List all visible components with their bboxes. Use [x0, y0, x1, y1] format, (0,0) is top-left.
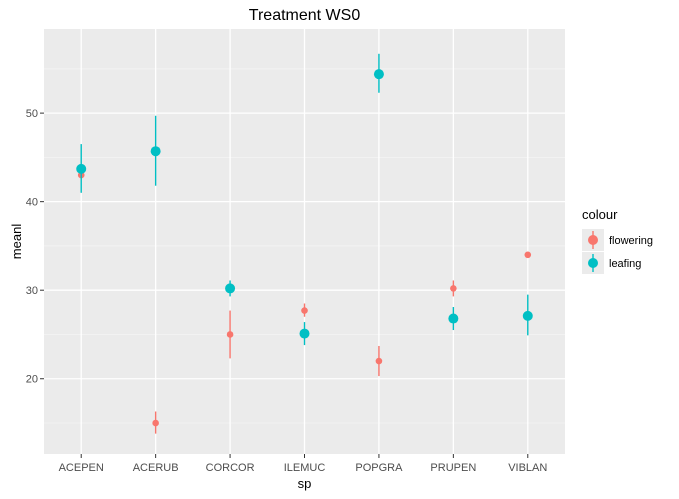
x-tick-label: CORCOR — [206, 462, 255, 474]
point-flowering — [375, 357, 383, 365]
legend-key-point-leafing — [588, 258, 598, 268]
x-axis-ticks: ACEPEN ACERUB CORCOR ILEMUC POPGRA PRUPEN VIBL… — [59, 454, 547, 474]
point-flowering — [152, 419, 159, 427]
x-tick-label: ACEPEN — [59, 462, 104, 474]
grid-major — [44, 29, 565, 454]
legend-label-flowering: flowering — [609, 235, 653, 247]
point-flowering — [301, 307, 308, 314]
y-tick-label: 50 — [26, 108, 38, 120]
point-leafing — [522, 310, 533, 321]
chart-title: Treatment WS0 — [249, 7, 361, 24]
y-axis-title: meanl — [9, 224, 24, 260]
point-leafing — [225, 283, 236, 294]
y-tick-label: 30 — [26, 285, 38, 297]
legend: colour flowering leafing — [582, 207, 653, 274]
x-tick-label: VIBLAN — [508, 462, 547, 474]
x-tick-label: ILEMUC — [284, 462, 326, 474]
legend-title: colour — [582, 207, 618, 222]
x-tick-label: PRUPEN — [430, 462, 476, 474]
point-leafing — [150, 146, 161, 157]
legend-label-leafing: leafing — [609, 258, 641, 270]
point-flowering — [524, 251, 532, 259]
x-axis-title: sp — [298, 476, 312, 491]
point-flowering — [450, 285, 457, 292]
point-leafing — [373, 69, 384, 80]
point-leafing — [299, 328, 310, 339]
y-tick-label: 40 — [26, 197, 38, 209]
chart-marks — [76, 53, 533, 434]
legend-keys: flowering leafing — [582, 229, 653, 274]
x-tick-label: POPGRA — [355, 462, 403, 474]
x-tick-label: ACERUB — [133, 462, 179, 474]
legend-key-point-flowering — [588, 235, 598, 245]
point-leafing — [76, 163, 87, 174]
y-tick-label: 20 — [26, 374, 38, 386]
point-flowering — [226, 331, 234, 338]
point-leafing — [448, 313, 459, 324]
y-axis-ticks: 20 30 40 50 — [26, 108, 44, 386]
